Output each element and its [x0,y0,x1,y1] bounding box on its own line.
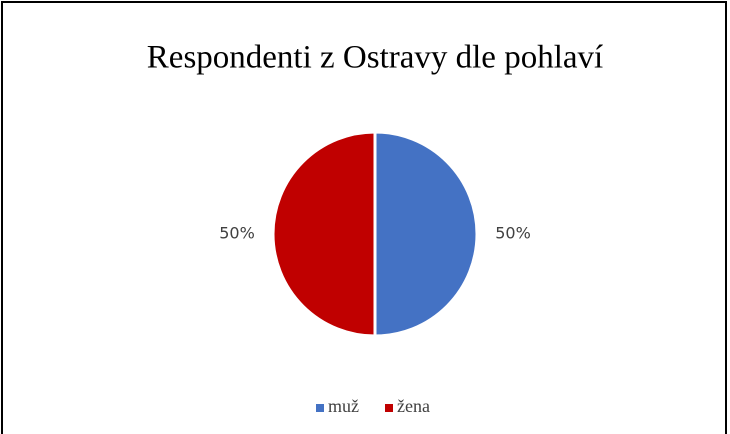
chart-title: Respondenti z Ostravy dle pohlaví [147,40,603,76]
legend-label: muž [328,396,359,416]
data-label: 50% [495,224,531,243]
data-label: 50% [219,224,255,243]
legend-swatch [316,404,324,412]
legend-label: žena [397,396,430,416]
pie-slice [271,130,377,338]
pie-slice [373,130,479,338]
legend-swatch [385,404,393,412]
